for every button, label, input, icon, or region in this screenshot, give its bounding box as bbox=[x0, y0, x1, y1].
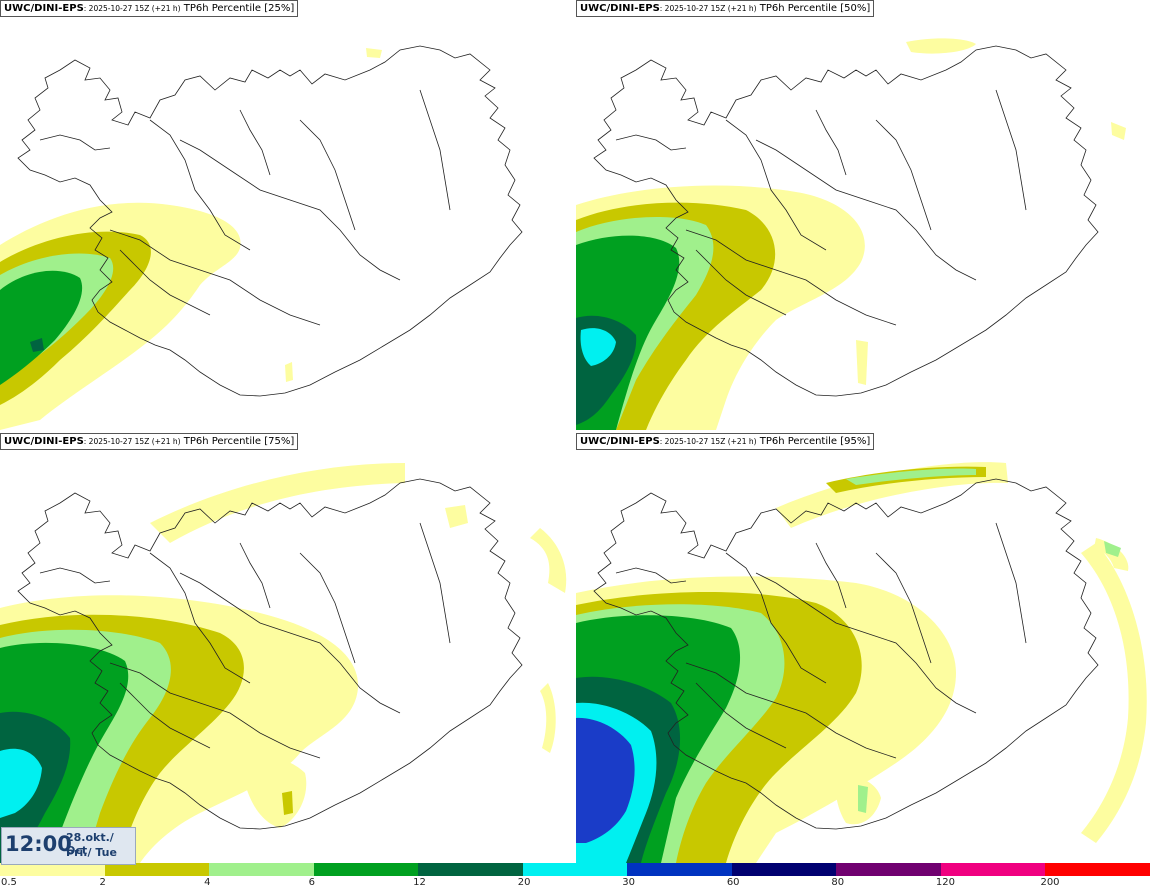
legend-label: 120 bbox=[935, 877, 955, 888]
legend-label: 2 bbox=[99, 877, 106, 888]
panel-title: UWC/DINI-EPS: 2025-10-27 15Z (+21 h) TP6… bbox=[0, 433, 299, 450]
panel-title: UWC/DINI-EPS: 2025-10-27 15Z (+21 h) TP6… bbox=[576, 0, 875, 17]
panel-title: UWC/DINI-EPS: 2025-10-27 15Z (+21 h) TP6… bbox=[0, 0, 299, 17]
precip-band-0.5 bbox=[776, 462, 1008, 528]
valid-time-box: 12:00 28.okt./ Oct Þri./ Tue bbox=[1, 827, 136, 865]
precip-fill-0.5 bbox=[906, 38, 976, 54]
precip-fill-4 bbox=[1104, 541, 1121, 557]
coastline-outline bbox=[593, 478, 1099, 830]
legend-label: 6 bbox=[308, 877, 315, 888]
precipitation-map bbox=[576, 38, 1126, 430]
legend-label: 80 bbox=[831, 877, 845, 888]
precipitation-map bbox=[0, 45, 523, 430]
precip-fill-0.5 bbox=[285, 362, 293, 382]
precip-fill-0.5 bbox=[240, 755, 307, 828]
legend-label: 30 bbox=[622, 877, 635, 888]
legend-swatch bbox=[940, 863, 1046, 876]
map-panel-75: UWC/DINI-EPS: 2025-10-27 15Z (+21 h) TP6… bbox=[0, 433, 574, 863]
precip-fill-0.5 bbox=[1111, 122, 1126, 140]
map-panel-25: UWC/DINI-EPS: 2025-10-27 15Z (+21 h) TP6… bbox=[0, 0, 574, 430]
legend-swatch bbox=[522, 863, 628, 876]
precip-band-0.5 bbox=[150, 463, 405, 543]
color-scale-legend: 0.5 2 4 6 12 20 30 60 80 120 200 bbox=[0, 863, 1150, 891]
legend-swatch bbox=[104, 863, 210, 876]
precip-fill-30 bbox=[576, 717, 635, 843]
precip-fill-12 bbox=[30, 338, 44, 352]
legend-label: 200 bbox=[1040, 877, 1060, 888]
map-panel-95: UWC/DINI-EPS: 2025-10-27 15Z (+21 h) TP6… bbox=[576, 433, 1150, 863]
legend-label: 0.5 bbox=[1, 877, 17, 888]
precip-fill-0.5 bbox=[856, 340, 868, 385]
precip-fill-20 bbox=[580, 328, 616, 366]
valid-time: 12:00 bbox=[5, 832, 72, 856]
valid-date: 28.okt./ Oct bbox=[66, 831, 114, 857]
panel-title: UWC/DINI-EPS: 2025-10-27 15Z (+21 h) TP6… bbox=[576, 433, 875, 450]
precipitation-map bbox=[0, 463, 567, 863]
precip-fill-0.5 bbox=[530, 528, 567, 593]
precipitation-map bbox=[576, 462, 1147, 863]
precip-band-0.5 bbox=[1081, 543, 1147, 843]
legend-label: 4 bbox=[204, 877, 211, 888]
legend-swatch bbox=[418, 863, 524, 876]
coastline-outline bbox=[593, 45, 1099, 397]
precip-fill-4 bbox=[858, 785, 868, 813]
precip-fill-0.5 bbox=[445, 505, 468, 528]
precip-fill-2 bbox=[282, 791, 293, 815]
precip-fill-20 bbox=[0, 748, 42, 818]
precip-fill-0.5 bbox=[540, 683, 556, 753]
legend-swatch bbox=[731, 863, 837, 876]
legend-label: 60 bbox=[726, 877, 740, 888]
precip-fill-6 bbox=[0, 270, 83, 385]
legend-swatch bbox=[627, 863, 733, 876]
coastline-outline bbox=[17, 478, 523, 830]
legend-swatch bbox=[836, 863, 942, 876]
coastline-outline bbox=[17, 45, 523, 397]
legend-label: 20 bbox=[517, 877, 531, 888]
map-panel-50: UWC/DINI-EPS: 2025-10-27 15Z (+21 h) TP6… bbox=[576, 0, 1150, 430]
legend-label: 12 bbox=[413, 877, 426, 888]
legend-swatch bbox=[313, 863, 419, 876]
legend-swatch bbox=[209, 863, 315, 876]
valid-day: Þri./ Tue bbox=[66, 846, 117, 859]
legend-swatch bbox=[1045, 863, 1150, 876]
precip-band-4 bbox=[846, 468, 976, 485]
precip-fill-0.5 bbox=[366, 48, 382, 58]
legend-swatch bbox=[0, 863, 105, 876]
